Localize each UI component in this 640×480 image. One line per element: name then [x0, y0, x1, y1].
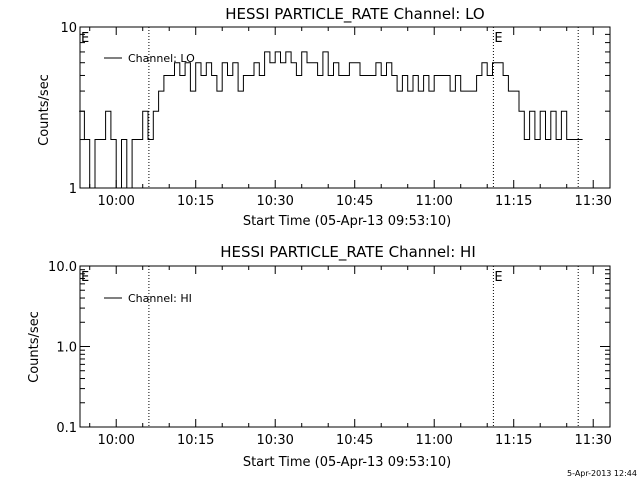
- legend-label: Channel: LO: [128, 52, 195, 65]
- event-label: E: [81, 270, 89, 285]
- y-tick-label: 10.0: [48, 260, 77, 275]
- legend-label: Channel: HI: [128, 292, 192, 305]
- x-tick-label: 10:45: [336, 433, 373, 448]
- x-tick-label: 10:15: [177, 194, 214, 209]
- x-tick-label: 11:30: [574, 433, 611, 448]
- y-tick-label: 1.0: [56, 341, 77, 356]
- y-axis-label: Counts/sec: [27, 311, 42, 383]
- x-axis-label: Start Time (05-Apr-13 09:53:10): [243, 455, 451, 470]
- x-tick-label: 10:00: [97, 433, 134, 448]
- legend: Channel: LO: [104, 52, 195, 65]
- x-tick-label: 11:00: [415, 194, 452, 209]
- plot-frame: [79, 265, 611, 428]
- y-tick-label: 0.1: [56, 421, 77, 436]
- series-line-lo: [79, 51, 583, 189]
- x-tick-label: 11:00: [415, 433, 452, 448]
- footer-timestamp: 5-Apr-2013 12:44: [567, 469, 637, 478]
- x-tick-label: 11:15: [495, 194, 532, 209]
- x-tick-label: 10:00: [97, 194, 134, 209]
- panel-hi: HESSI PARTICLE_RATE Channel: HI 10:00 10:…: [27, 243, 612, 470]
- y-axis: 1 10: [60, 21, 610, 197]
- panel-lo: HESSI PARTICLE_RATE Channel: LO 10:00 10:…: [37, 5, 612, 229]
- event-label: E: [494, 270, 502, 285]
- chart-title: HESSI PARTICLE_RATE Channel: LO: [225, 5, 484, 24]
- x-tick-label: 10:15: [177, 433, 214, 448]
- event-label: E: [81, 31, 89, 46]
- x-tick-label: 10:45: [336, 194, 373, 209]
- chart-title: HESSI PARTICLE_RATE Channel: HI: [220, 243, 476, 262]
- y-axis-label: Counts/sec: [37, 74, 52, 146]
- x-axis-label: Start Time (05-Apr-13 09:53:10): [243, 214, 451, 229]
- x-tick-label: 10:30: [256, 194, 293, 209]
- event-label: E: [494, 31, 502, 46]
- plot-frame: [79, 26, 611, 189]
- y-tick-label: 10: [60, 21, 77, 36]
- y-axis: 0.1 1.0 10.0: [48, 260, 610, 436]
- x-tick-label: 10:30: [256, 433, 293, 448]
- x-axis: 10:00 10:15 10:30 10:45 11:00 11:15 11:30: [89, 266, 612, 448]
- x-tick-label: 11:30: [574, 194, 611, 209]
- y-tick-label: 1: [69, 182, 77, 197]
- x-tick-label: 11:15: [495, 433, 532, 448]
- legend: Channel: HI: [104, 292, 192, 305]
- x-axis: 10:00 10:15 10:30 10:45 11:00 11:15 11:30: [89, 27, 612, 209]
